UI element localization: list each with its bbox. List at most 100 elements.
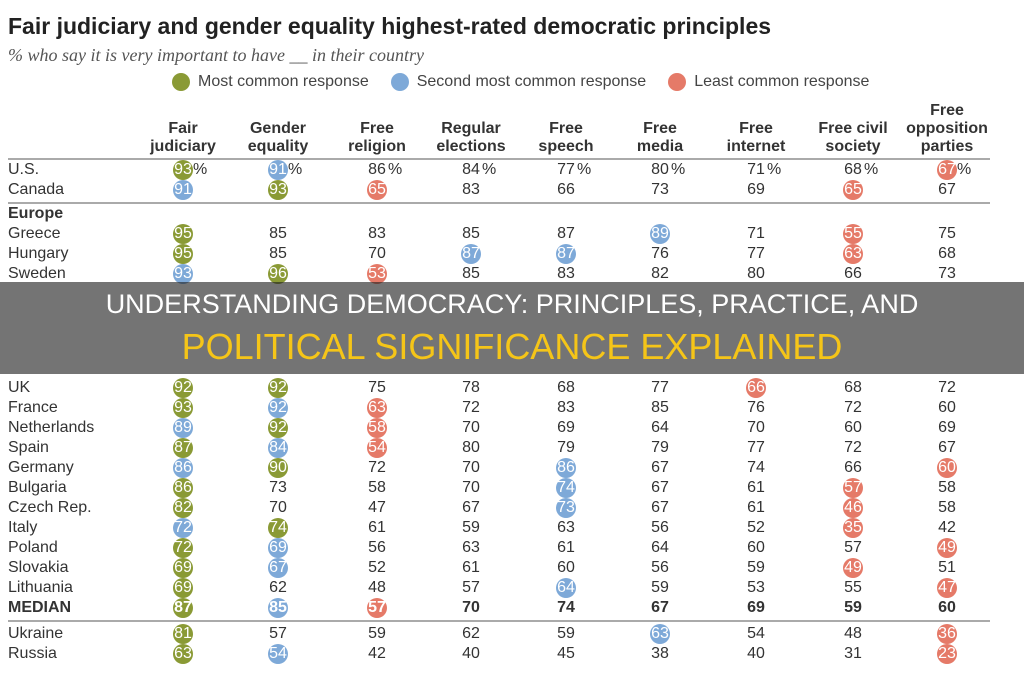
table-cell: 52 <box>745 518 767 538</box>
cell-value: 69 <box>747 181 765 198</box>
cell-value: 93 <box>174 265 192 282</box>
highlighted-cell: 89 <box>650 224 670 244</box>
table-cell: 67 <box>649 478 671 498</box>
cell-value: 82 <box>174 499 192 516</box>
highlighted-cell: 92 <box>268 378 288 398</box>
cell-value: 79 <box>557 439 575 456</box>
highlighted-cell: 74 <box>268 518 288 538</box>
table-cell: 78 <box>460 378 482 398</box>
cell-value: 72 <box>462 399 480 416</box>
cell-value: 77 <box>651 379 669 396</box>
cell-value: 73 <box>269 479 287 496</box>
highlighted-cell: 63 <box>843 244 863 264</box>
table-cell: 51 <box>936 558 958 578</box>
column-header-line: Fair <box>168 120 198 137</box>
cell-value: 83 <box>557 399 575 416</box>
table-cell: 66 <box>842 264 864 284</box>
table-cell: 67 <box>936 438 958 458</box>
cell-value: 55 <box>844 225 862 242</box>
cell-value: 85 <box>269 245 287 262</box>
highlighted-cell: 81 <box>173 624 193 644</box>
cell-value: 51 <box>938 559 956 576</box>
highlighted-cell: 87 <box>173 438 193 458</box>
table-cell: 85 <box>267 244 289 264</box>
cell-value: 69 <box>747 599 765 616</box>
cell-value: 72 <box>174 519 192 536</box>
row-label: Italy <box>8 519 38 536</box>
table-cell: 77 <box>745 438 767 458</box>
column-header: Free opposition parties <box>899 102 995 156</box>
cell-value: 92 <box>174 379 192 396</box>
table-cell: 80% <box>649 160 685 180</box>
cell-value: 80 <box>747 265 765 282</box>
cell-value: 68 <box>844 379 862 396</box>
highlighted-cell: 53 <box>367 264 387 284</box>
cell-value: 67 <box>651 599 669 616</box>
table-cell: 70 <box>267 498 289 518</box>
table-cell: 57 <box>267 624 289 644</box>
table-cell: 57 <box>842 538 864 558</box>
cell-value: 71 <box>747 225 765 242</box>
table-cell: 62 <box>460 624 482 644</box>
column-header-line: elections <box>436 138 506 155</box>
highlighted-cell: 92 <box>268 398 288 418</box>
cell-value: 79 <box>651 439 669 456</box>
table-cell: 74 <box>555 598 577 618</box>
highlighted-cell: 47 <box>937 578 957 598</box>
table-cell: 71 <box>745 224 767 244</box>
highlighted-cell: 69 <box>268 538 288 558</box>
column-header-line: Free <box>643 120 677 137</box>
table-cell: 61 <box>366 518 388 538</box>
cell-value: 49 <box>938 539 956 556</box>
highlighted-cell: 49 <box>843 558 863 578</box>
highlighted-cell: 87 <box>173 598 193 618</box>
cell-value: 67 <box>938 181 956 198</box>
divider <box>8 202 990 204</box>
cell-value: 58 <box>368 479 386 496</box>
table-cell: 85 <box>460 224 482 244</box>
highlighted-cell: 87 <box>461 244 481 264</box>
table-cell: 60 <box>555 558 577 578</box>
percent-sign: % <box>388 161 403 178</box>
cell-value: 36 <box>938 625 956 642</box>
cell-value: 47 <box>938 579 956 596</box>
cell-value: 69 <box>557 419 575 436</box>
highlighted-cell: 36 <box>937 624 957 644</box>
cell-value: 64 <box>557 579 575 596</box>
cell-value: 68 <box>844 161 862 178</box>
table-cell: 72 <box>842 438 864 458</box>
cell-value: 87 <box>462 245 480 262</box>
table-cell: 64 <box>649 538 671 558</box>
table-cell: 40 <box>745 644 767 664</box>
table-cell: 77 <box>745 244 767 264</box>
table-cell: 84% <box>460 160 496 180</box>
overlay-headline: UNDERSTANDING DEMOCRACY: PRINCIPLES, PRA… <box>105 289 919 319</box>
cell-value: 59 <box>368 625 386 642</box>
highlighted-cell: 89 <box>173 418 193 438</box>
table-cell: 64 <box>649 418 671 438</box>
cell-value: 46 <box>844 499 862 516</box>
cell-value: 69 <box>174 579 192 596</box>
column-header-line: society <box>825 138 881 155</box>
table-cell: 42 <box>366 644 388 664</box>
cell-value: 23 <box>938 645 956 662</box>
column-header: Fair judiciary <box>135 120 231 156</box>
cell-value: 85 <box>462 225 480 242</box>
cell-value: 91 <box>174 181 192 198</box>
column-header-line: opposition <box>906 120 988 137</box>
table-cell: 31 <box>842 644 864 664</box>
cell-value: 54 <box>269 645 287 662</box>
percent-sign: % <box>577 161 592 178</box>
cell-value: 69 <box>269 539 287 556</box>
highlighted-cell: 35 <box>843 518 863 538</box>
table-cell: 59 <box>649 578 671 598</box>
cell-value: 66 <box>747 379 765 396</box>
table-cell: 40 <box>460 644 482 664</box>
highlighted-cell: 54 <box>268 644 288 664</box>
cell-value: 38 <box>651 645 669 662</box>
row-label: Slovakia <box>8 559 69 576</box>
cell-value: 72 <box>844 439 862 456</box>
cell-value: 86 <box>174 459 192 476</box>
cell-value: 90 <box>269 459 287 476</box>
table-cell: 42 <box>936 518 958 538</box>
